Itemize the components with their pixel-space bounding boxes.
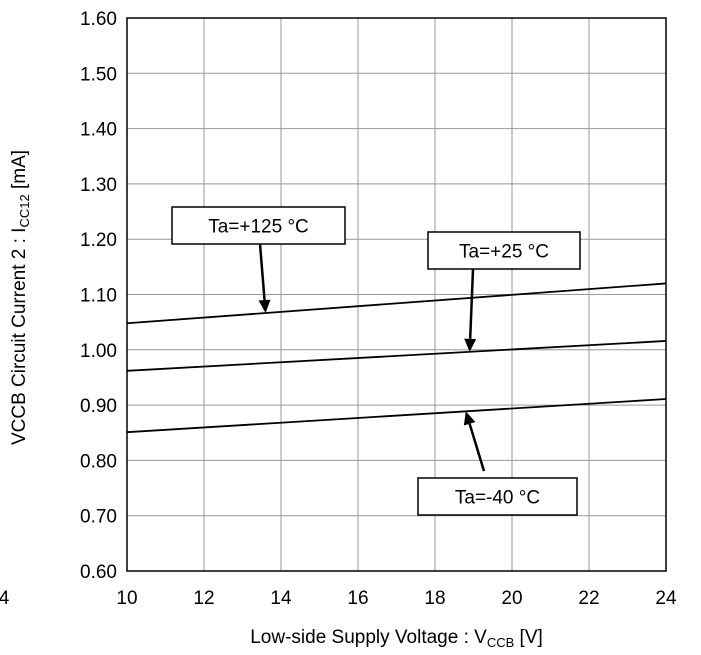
y-tick-label: 0.70: [80, 507, 117, 528]
x-axis-label-text: Low-side Supply Voltage : V: [250, 627, 487, 648]
y-tick-labels: 0.60 0.70 0.80 0.90 1.00 1.10 1.20 1.30 1.40 1.50…: [80, 9, 117, 583]
arrow-head: [463, 411, 476, 426]
y-tick-label: 1.60: [80, 9, 117, 30]
x-tick-label: 10: [116, 588, 137, 609]
y-tick-label: 0.90: [80, 396, 117, 417]
x-tick-label: 18: [424, 588, 445, 609]
y-tick-label: 1.00: [80, 341, 117, 362]
annotation-arrow: [468, 423, 486, 472]
x-tick-label: 16: [347, 588, 368, 609]
y-tick-label: 0.60: [80, 562, 117, 583]
y-axis-label-text: VCCB Circuit Current 2 : I: [9, 228, 30, 446]
grid: [126, 17, 667, 572]
x-tick-label: 22: [578, 588, 599, 609]
x-axis-label-unit: [V]: [514, 627, 543, 648]
annotation-label: Ta=+125 °C: [208, 217, 309, 238]
x-axis-label: Low-side Supply Voltage : VCCB [V]: [250, 627, 543, 650]
cropped-tick-fragment: 4: [0, 588, 10, 609]
series-group: [126, 282, 667, 434]
plot-frame: [126, 17, 667, 572]
annotation-label: Ta=-40 °C: [455, 488, 540, 509]
y-tick-label: 1.20: [80, 230, 117, 251]
y-axis-label: VCCB Circuit Current 2 : ICC12 [mA]: [9, 150, 32, 445]
arrow-head: [258, 299, 271, 314]
series-line: [126, 282, 667, 325]
y-axis-label-subscript: CC12: [17, 194, 32, 227]
y-axis-label-unit: [mA]: [9, 150, 30, 194]
annotation-arrow: [258, 243, 266, 301]
annotation-125: Ta=+125 °C: [171, 206, 346, 314]
x-tick-labels: 10 12 14 16 18 20 22 24: [116, 588, 677, 609]
annotation-box: [427, 231, 581, 270]
y-tick-label: 0.80: [80, 451, 117, 472]
y-tick-label: 1.40: [80, 120, 117, 141]
annotations: Ta=+125 °C Ta=+25 °C Ta=-40 °C: [171, 206, 581, 516]
x-tick-label: 20: [501, 588, 522, 609]
annotation-box: [417, 477, 578, 516]
series-line: [126, 398, 667, 434]
annotation-box: [171, 206, 346, 245]
annotation-25: Ta=+25 °C: [427, 231, 581, 352]
series-line: [126, 340, 667, 372]
y-tick-label: 1.30: [80, 175, 117, 196]
annotation-label: Ta=+25 °C: [459, 242, 549, 263]
y-tick-label: 1.50: [80, 64, 117, 85]
arrow-head: [464, 338, 477, 352]
annotation-arrow: [468, 268, 475, 339]
x-tick-label: 12: [193, 588, 214, 609]
annotation-minus40: Ta=-40 °C: [417, 411, 578, 516]
x-tick-label: 24: [655, 588, 677, 609]
x-axis-label-subscript: CCB: [487, 635, 514, 650]
y-tick-label: 1.10: [80, 286, 117, 307]
x-tick-label: 14: [270, 588, 292, 609]
